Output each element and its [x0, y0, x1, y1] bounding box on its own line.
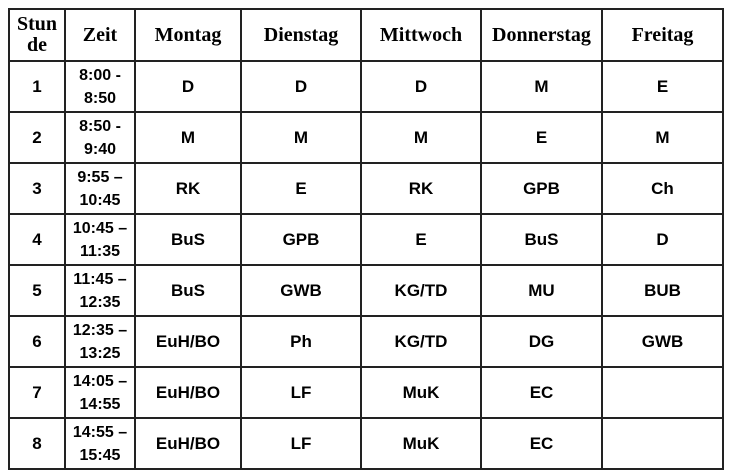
- subject-cell-mittwoch: MuK: [360, 417, 482, 470]
- subject-cell-dienstag: GPB: [240, 213, 362, 266]
- period-cell: 1: [8, 60, 66, 113]
- subject-cell-dienstag: LF: [240, 366, 362, 419]
- header-freitag: Freitag: [601, 8, 724, 62]
- subject-cell-donnerstag: DG: [480, 315, 603, 368]
- subject-cell-donnerstag: E: [480, 111, 603, 164]
- subject-cell-freitag: E: [601, 60, 724, 113]
- subject-cell-mittwoch: E: [360, 213, 482, 266]
- subject-cell-mittwoch: RK: [360, 162, 482, 215]
- subject-cell-montag: EuH/BO: [134, 366, 242, 419]
- subject-cell-donnerstag: BuS: [480, 213, 603, 266]
- table-row: 2 8:50 - 9:40 M M M E M: [8, 111, 724, 164]
- subject-cell-freitag: GWB: [601, 315, 724, 368]
- table-row: 3 9:55 – 10:45 RK E RK GPB Ch: [8, 162, 724, 215]
- subject-cell-freitag: D: [601, 213, 724, 266]
- subject-cell-dienstag: GWB: [240, 264, 362, 317]
- subject-cell-montag: EuH/BO: [134, 417, 242, 470]
- period-cell: 2: [8, 111, 66, 164]
- subject-cell-freitag: M: [601, 111, 724, 164]
- subject-cell-freitag: BUB: [601, 264, 724, 317]
- subject-cell-freitag: Ch: [601, 162, 724, 215]
- header-dienstag: Dienstag: [240, 8, 362, 62]
- time-cell: 8:50 - 9:40: [64, 111, 136, 164]
- subject-cell-montag: BuS: [134, 264, 242, 317]
- period-cell: 7: [8, 366, 66, 419]
- subject-cell-montag: EuH/BO: [134, 315, 242, 368]
- header-donnerstag: Donnerstag: [480, 8, 603, 62]
- time-cell: 14:05 – 14:55: [64, 366, 136, 419]
- time-cell: 14:55 – 15:45: [64, 417, 136, 470]
- subject-cell-dienstag: E: [240, 162, 362, 215]
- time-cell: 9:55 – 10:45: [64, 162, 136, 215]
- time-cell: 8:00 - 8:50: [64, 60, 136, 113]
- header-zeit: Zeit: [64, 8, 136, 62]
- subject-cell-mittwoch: KG/TD: [360, 264, 482, 317]
- time-cell: 10:45 – 11:35: [64, 213, 136, 266]
- table-row: 8 14:55 – 15:45 EuH/BO LF MuK EC: [8, 417, 724, 470]
- time-cell: 12:35 – 13:25: [64, 315, 136, 368]
- subject-cell-dienstag: M: [240, 111, 362, 164]
- subject-cell-mittwoch: D: [360, 60, 482, 113]
- header-row: Stun de Zeit Montag Dienstag Mittwoch Don…: [8, 8, 724, 62]
- period-cell: 6: [8, 315, 66, 368]
- period-cell: 4: [8, 213, 66, 266]
- table-row: 6 12:35 – 13:25 EuH/BO Ph KG/TD DG GWB: [8, 315, 724, 368]
- subject-cell-donnerstag: M: [480, 60, 603, 113]
- subject-cell-donnerstag: GPB: [480, 162, 603, 215]
- period-cell: 3: [8, 162, 66, 215]
- header-stunde: Stun de: [8, 8, 66, 62]
- subject-cell-mittwoch: MuK: [360, 366, 482, 419]
- header-montag: Montag: [134, 8, 242, 62]
- table-row: 4 10:45 – 11:35 BuS GPB E BuS D: [8, 213, 724, 266]
- subject-cell-donnerstag: MU: [480, 264, 603, 317]
- subject-cell-donnerstag: EC: [480, 366, 603, 419]
- header-mittwoch: Mittwoch: [360, 8, 482, 62]
- subject-cell-montag: RK: [134, 162, 242, 215]
- subject-cell-montag: D: [134, 60, 242, 113]
- period-cell: 8: [8, 417, 66, 470]
- timetable: Stun de Zeit Montag Dienstag Mittwoch Don…: [8, 8, 724, 470]
- subject-cell-dienstag: LF: [240, 417, 362, 470]
- period-cell: 5: [8, 264, 66, 317]
- table-row: 1 8:00 - 8:50 D D D M E: [8, 60, 724, 113]
- subject-cell-dienstag: D: [240, 60, 362, 113]
- subject-cell-freitag: [601, 417, 724, 470]
- subject-cell-dienstag: Ph: [240, 315, 362, 368]
- table-row: 5 11:45 – 12:35 BuS GWB KG/TD MU BUB: [8, 264, 724, 317]
- subject-cell-montag: M: [134, 111, 242, 164]
- subject-cell-freitag: [601, 366, 724, 419]
- time-cell: 11:45 – 12:35: [64, 264, 136, 317]
- subject-cell-montag: BuS: [134, 213, 242, 266]
- table-row: 7 14:05 – 14:55 EuH/BO LF MuK EC: [8, 366, 724, 419]
- subject-cell-mittwoch: M: [360, 111, 482, 164]
- subject-cell-mittwoch: KG/TD: [360, 315, 482, 368]
- subject-cell-donnerstag: EC: [480, 417, 603, 470]
